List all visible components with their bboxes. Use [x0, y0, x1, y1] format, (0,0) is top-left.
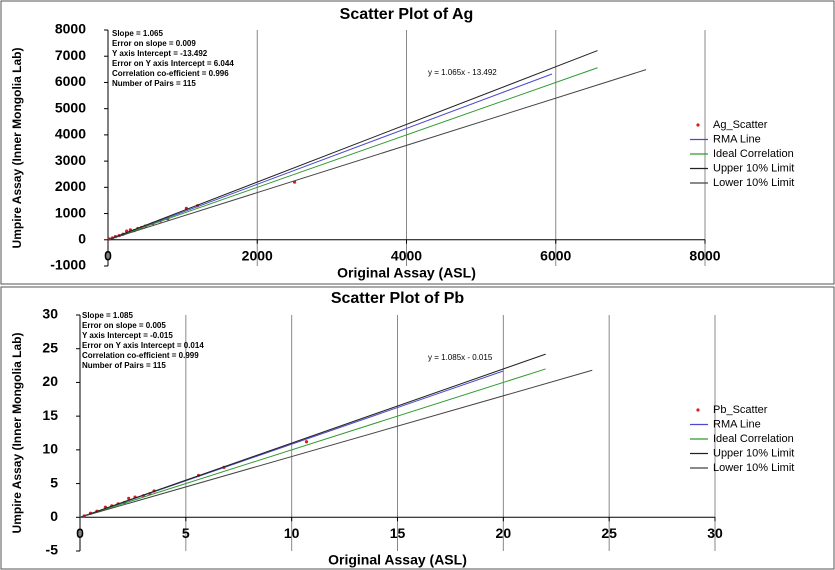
y-tick-label: 6000: [55, 73, 86, 89]
y-tick-label: 2000: [55, 178, 86, 194]
y-tick-label: 5: [50, 474, 58, 490]
y-tick-label: 20: [42, 373, 58, 389]
y-tick-label: 30: [42, 306, 58, 322]
equation: y = 1.065x - 13.492: [428, 68, 497, 77]
legend-label: RMA Line: [713, 133, 761, 145]
x-tick-label: 25: [601, 525, 617, 541]
y-tick-label: 0: [50, 508, 58, 524]
legend-label: Upper 10% Limit: [713, 162, 794, 174]
stats-line: Slope = 1.065: [112, 29, 163, 38]
x-axis-title: Original Assay (ASL): [337, 265, 476, 281]
y-tick-label: 5000: [55, 99, 86, 115]
series-line: [79, 369, 593, 518]
legend-label: RMA Line: [713, 418, 761, 430]
scatter-point: [127, 496, 131, 501]
legend-marker: [696, 123, 700, 127]
stats-line: Slope = 1.085: [82, 311, 133, 320]
stats-line: Y axis Intercept = -0.015: [82, 331, 173, 340]
stats-line: Y axis Intercept = -13.492: [112, 49, 208, 58]
stats-line: Number of Pairs = 115: [112, 79, 196, 88]
series-line: [107, 67, 598, 241]
stats-line: Error on slope = 0.009: [112, 39, 196, 48]
x-tick-label: 5: [182, 525, 190, 541]
x-tick-label: 30: [707, 525, 723, 541]
series-line: [107, 69, 647, 241]
series-line: [107, 73, 553, 241]
x-tick-label: 8000: [689, 247, 720, 263]
series-line: [79, 368, 546, 518]
y-tick-label: 8000: [55, 21, 86, 37]
stats-line: Error on Y axis Intercept = 0.014: [82, 341, 204, 350]
y-tick-label: 0: [78, 230, 86, 246]
stats-line: Correlation co-efficient = 0.996: [112, 69, 229, 78]
y-axis-title: Umpire Assay (Inner Mongolia Lab): [10, 333, 24, 534]
stats-line: Correlation co-efficient = 0.999: [82, 351, 199, 360]
stats-line: Error on slope = 0.005: [82, 321, 166, 330]
x-tick-label: 10: [284, 525, 300, 541]
x-tick-label: 4000: [391, 247, 422, 263]
chart-title: Scatter Plot of Ag: [340, 6, 474, 23]
panel: [0, 0, 835, 285]
series-line: [79, 353, 546, 518]
y-tick-label: 3000: [55, 152, 86, 168]
stats-line: Error on Y axis Intercept = 6.044: [112, 59, 234, 68]
y-tick-label: -1000: [50, 257, 86, 273]
y-axis-title: Umpire Assay (Inner Mongolia Lab): [10, 48, 24, 249]
y-tick-label: 4000: [55, 126, 86, 142]
y-tick-label: 25: [42, 339, 58, 355]
legend-label: Lower 10% Limit: [713, 177, 794, 189]
legend-label: Upper 10% Limit: [713, 447, 794, 459]
y-tick-label: 1000: [55, 204, 86, 220]
panel: [0, 286, 835, 570]
legend-label: Pb_Scatter: [713, 404, 768, 416]
x-tick-label: 6000: [540, 247, 571, 263]
x-tick-label: 2000: [242, 247, 273, 263]
legend-label: Lower 10% Limit: [713, 462, 794, 474]
x-tick-label: 20: [496, 525, 512, 541]
y-tick-label: 10: [42, 441, 58, 457]
stats-line: Number of Pairs = 115: [82, 361, 166, 370]
y-tick-label: -5: [46, 542, 59, 558]
legend-label: Ag_Scatter: [713, 119, 768, 131]
equation: y = 1.085x - 0.015: [428, 353, 493, 362]
legend-label: Ideal Correlation: [713, 148, 794, 160]
chart-title: Scatter Plot of Pb: [331, 290, 465, 307]
legend-label: Ideal Correlation: [713, 433, 794, 445]
x-tick-label: 15: [390, 525, 406, 541]
scatter-point: [304, 440, 309, 444]
legend-marker: [696, 408, 700, 412]
series-line: [107, 50, 598, 241]
y-tick-label: 7000: [55, 47, 86, 63]
x-axis-title: Original Assay (ASL): [328, 552, 467, 568]
y-tick-label: 15: [42, 407, 58, 423]
